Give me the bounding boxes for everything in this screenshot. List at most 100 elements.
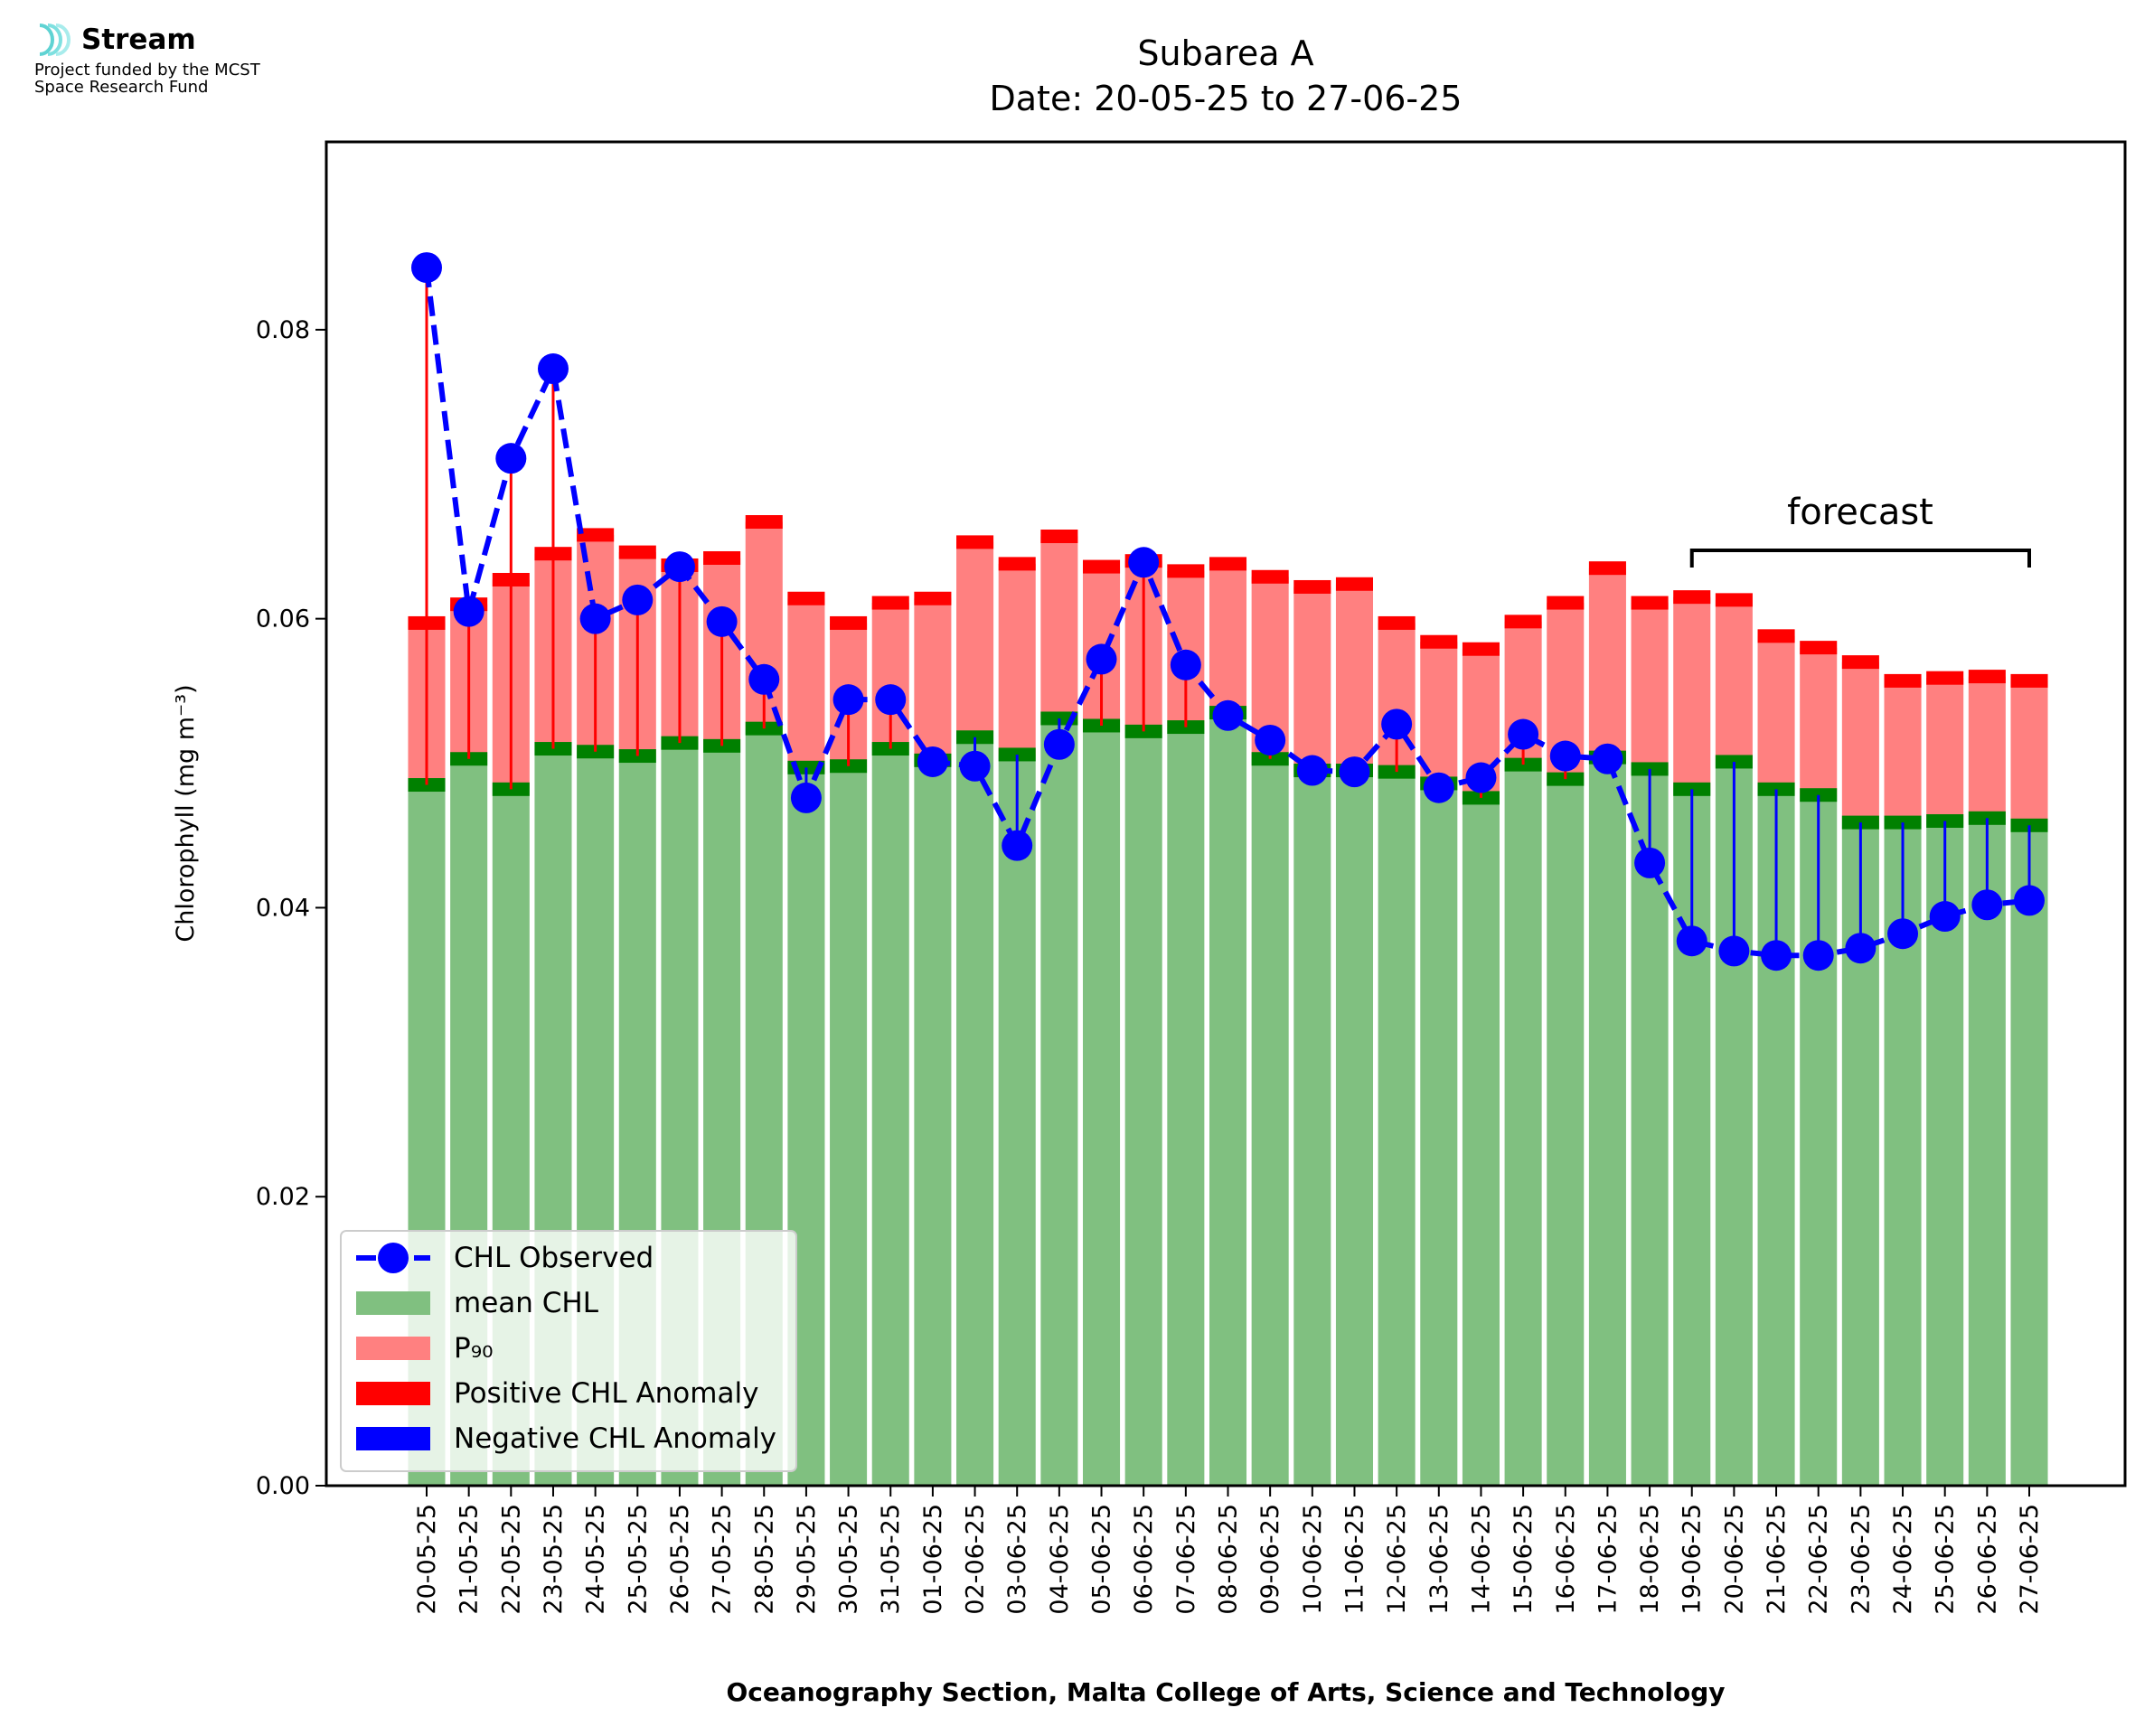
p90-cap [1293,579,1331,594]
observed-point [1465,762,1497,793]
mean-bar [1926,821,1964,1486]
x-tick-label: 25-05-25 [624,1504,652,1615]
observed-point [1255,724,1286,755]
observed-point [1845,933,1877,964]
x-tick-label: 27-06-25 [2016,1504,2044,1615]
observed-point [495,443,527,474]
legend-swatch [356,1337,430,1360]
observed-point [579,603,611,634]
mean-bar [1040,718,1078,1486]
p90-cap [1209,557,1247,571]
p90-cap [1251,569,1289,584]
p90-bar [1884,680,1922,823]
legend-label: Positive CHL Anomaly [454,1377,758,1410]
observed-point [1592,743,1623,774]
observed-point [1381,708,1413,740]
x-tick-label: 07-06-25 [1172,1504,1200,1615]
x-tick-label: 22-06-25 [1805,1504,1833,1615]
observed-point [1887,918,1919,950]
x-axis-label: Oceanography Section, Malta College of A… [726,1677,1725,1707]
y-tick-label: 0.06 [256,605,310,633]
x-tick-label: 23-06-25 [1847,1504,1875,1615]
mean-bar [1167,727,1205,1486]
p90-cap [1800,641,1838,655]
mean-bar [914,760,952,1486]
x-tick-label: 25-06-25 [1932,1504,1960,1615]
p90-cap [1884,673,1922,688]
x-tick-label: 09-06-25 [1256,1504,1284,1615]
x-tick-label: 24-05-25 [582,1504,610,1615]
p90-bar [1420,642,1458,784]
x-tick-label: 14-06-25 [1467,1504,1495,1615]
observed-point [748,663,780,695]
observed-point [832,684,864,716]
p90-bar [1757,635,1795,790]
x-tick-label: 21-06-25 [1763,1504,1791,1615]
p90-cap [2010,673,2048,688]
observed-point [790,782,822,813]
p90-cap [1462,642,1500,656]
mean-bar [1124,731,1162,1486]
p90-bar [1209,563,1247,713]
x-tick-label: 15-06-25 [1510,1504,1538,1615]
mean-bar [1588,757,1626,1486]
y-tick-label: 0.02 [256,1183,310,1211]
observed-point [1086,643,1117,675]
p90-cap [1420,634,1458,649]
p90-cap [871,596,909,610]
mean-bar [1209,712,1247,1486]
p90-cap [998,557,1036,571]
p90-cap [1335,577,1374,591]
p90-bar [1926,678,1964,821]
y-tick-label: 0.04 [256,894,310,922]
mean-bar [1631,768,1669,1486]
mean-bar [1547,779,1585,1486]
x-tick-label: 17-06-25 [1594,1504,1622,1615]
legend-label: mean CHL [454,1287,599,1319]
x-tick-label: 21-05-25 [456,1504,484,1615]
mean-bar [956,737,994,1486]
p90-cap [1588,561,1626,576]
p90-bar [956,541,994,737]
p90-bar [1293,586,1331,771]
legend-swatch [356,1291,430,1315]
observed-point [663,551,695,583]
x-tick-label: 02-06-25 [962,1504,990,1615]
x-tick-label: 20-06-25 [1720,1504,1748,1615]
p90-cap [830,615,868,630]
p90-bar [1040,536,1078,718]
p90-cap [618,545,656,559]
y-tick-label: 0.00 [256,1472,310,1500]
legend-swatch [356,1427,430,1450]
p90-bar [914,598,952,761]
observed-point [622,584,654,615]
p90-bar [1588,568,1626,758]
observed-point [1971,889,2003,921]
observed-point [1761,940,1792,971]
x-tick-label: 01-06-25 [919,1504,947,1615]
observed-point [1339,756,1370,788]
x-tick-label: 20-05-25 [413,1504,441,1615]
observed-point [1549,740,1581,772]
p90-cap [1757,629,1795,643]
x-tick-label: 06-06-25 [1130,1504,1158,1615]
mean-bar [1335,770,1374,1486]
plot-frame [325,140,2127,1487]
observed-point [917,746,948,777]
observed-point [1718,935,1750,967]
forecast-bracket [1689,549,2031,568]
observed-point [1170,649,1201,680]
x-tick-label: 13-06-25 [1425,1504,1453,1615]
forecast-label: forecast [1787,492,1933,533]
chart-title: Subarea A [1137,33,1313,73]
p90-cap [1926,671,1964,685]
x-tick-label: 04-06-25 [1046,1504,1074,1615]
x-tick-label: 10-06-25 [1299,1504,1327,1615]
observed-point [411,252,442,284]
x-tick-label: 16-06-25 [1552,1504,1580,1615]
legend-marker-handle [378,1243,409,1273]
x-tick-label: 30-05-25 [835,1504,863,1615]
mean-bar [1968,818,2006,1486]
observed-point [1043,728,1075,760]
p90-cap [787,591,825,605]
